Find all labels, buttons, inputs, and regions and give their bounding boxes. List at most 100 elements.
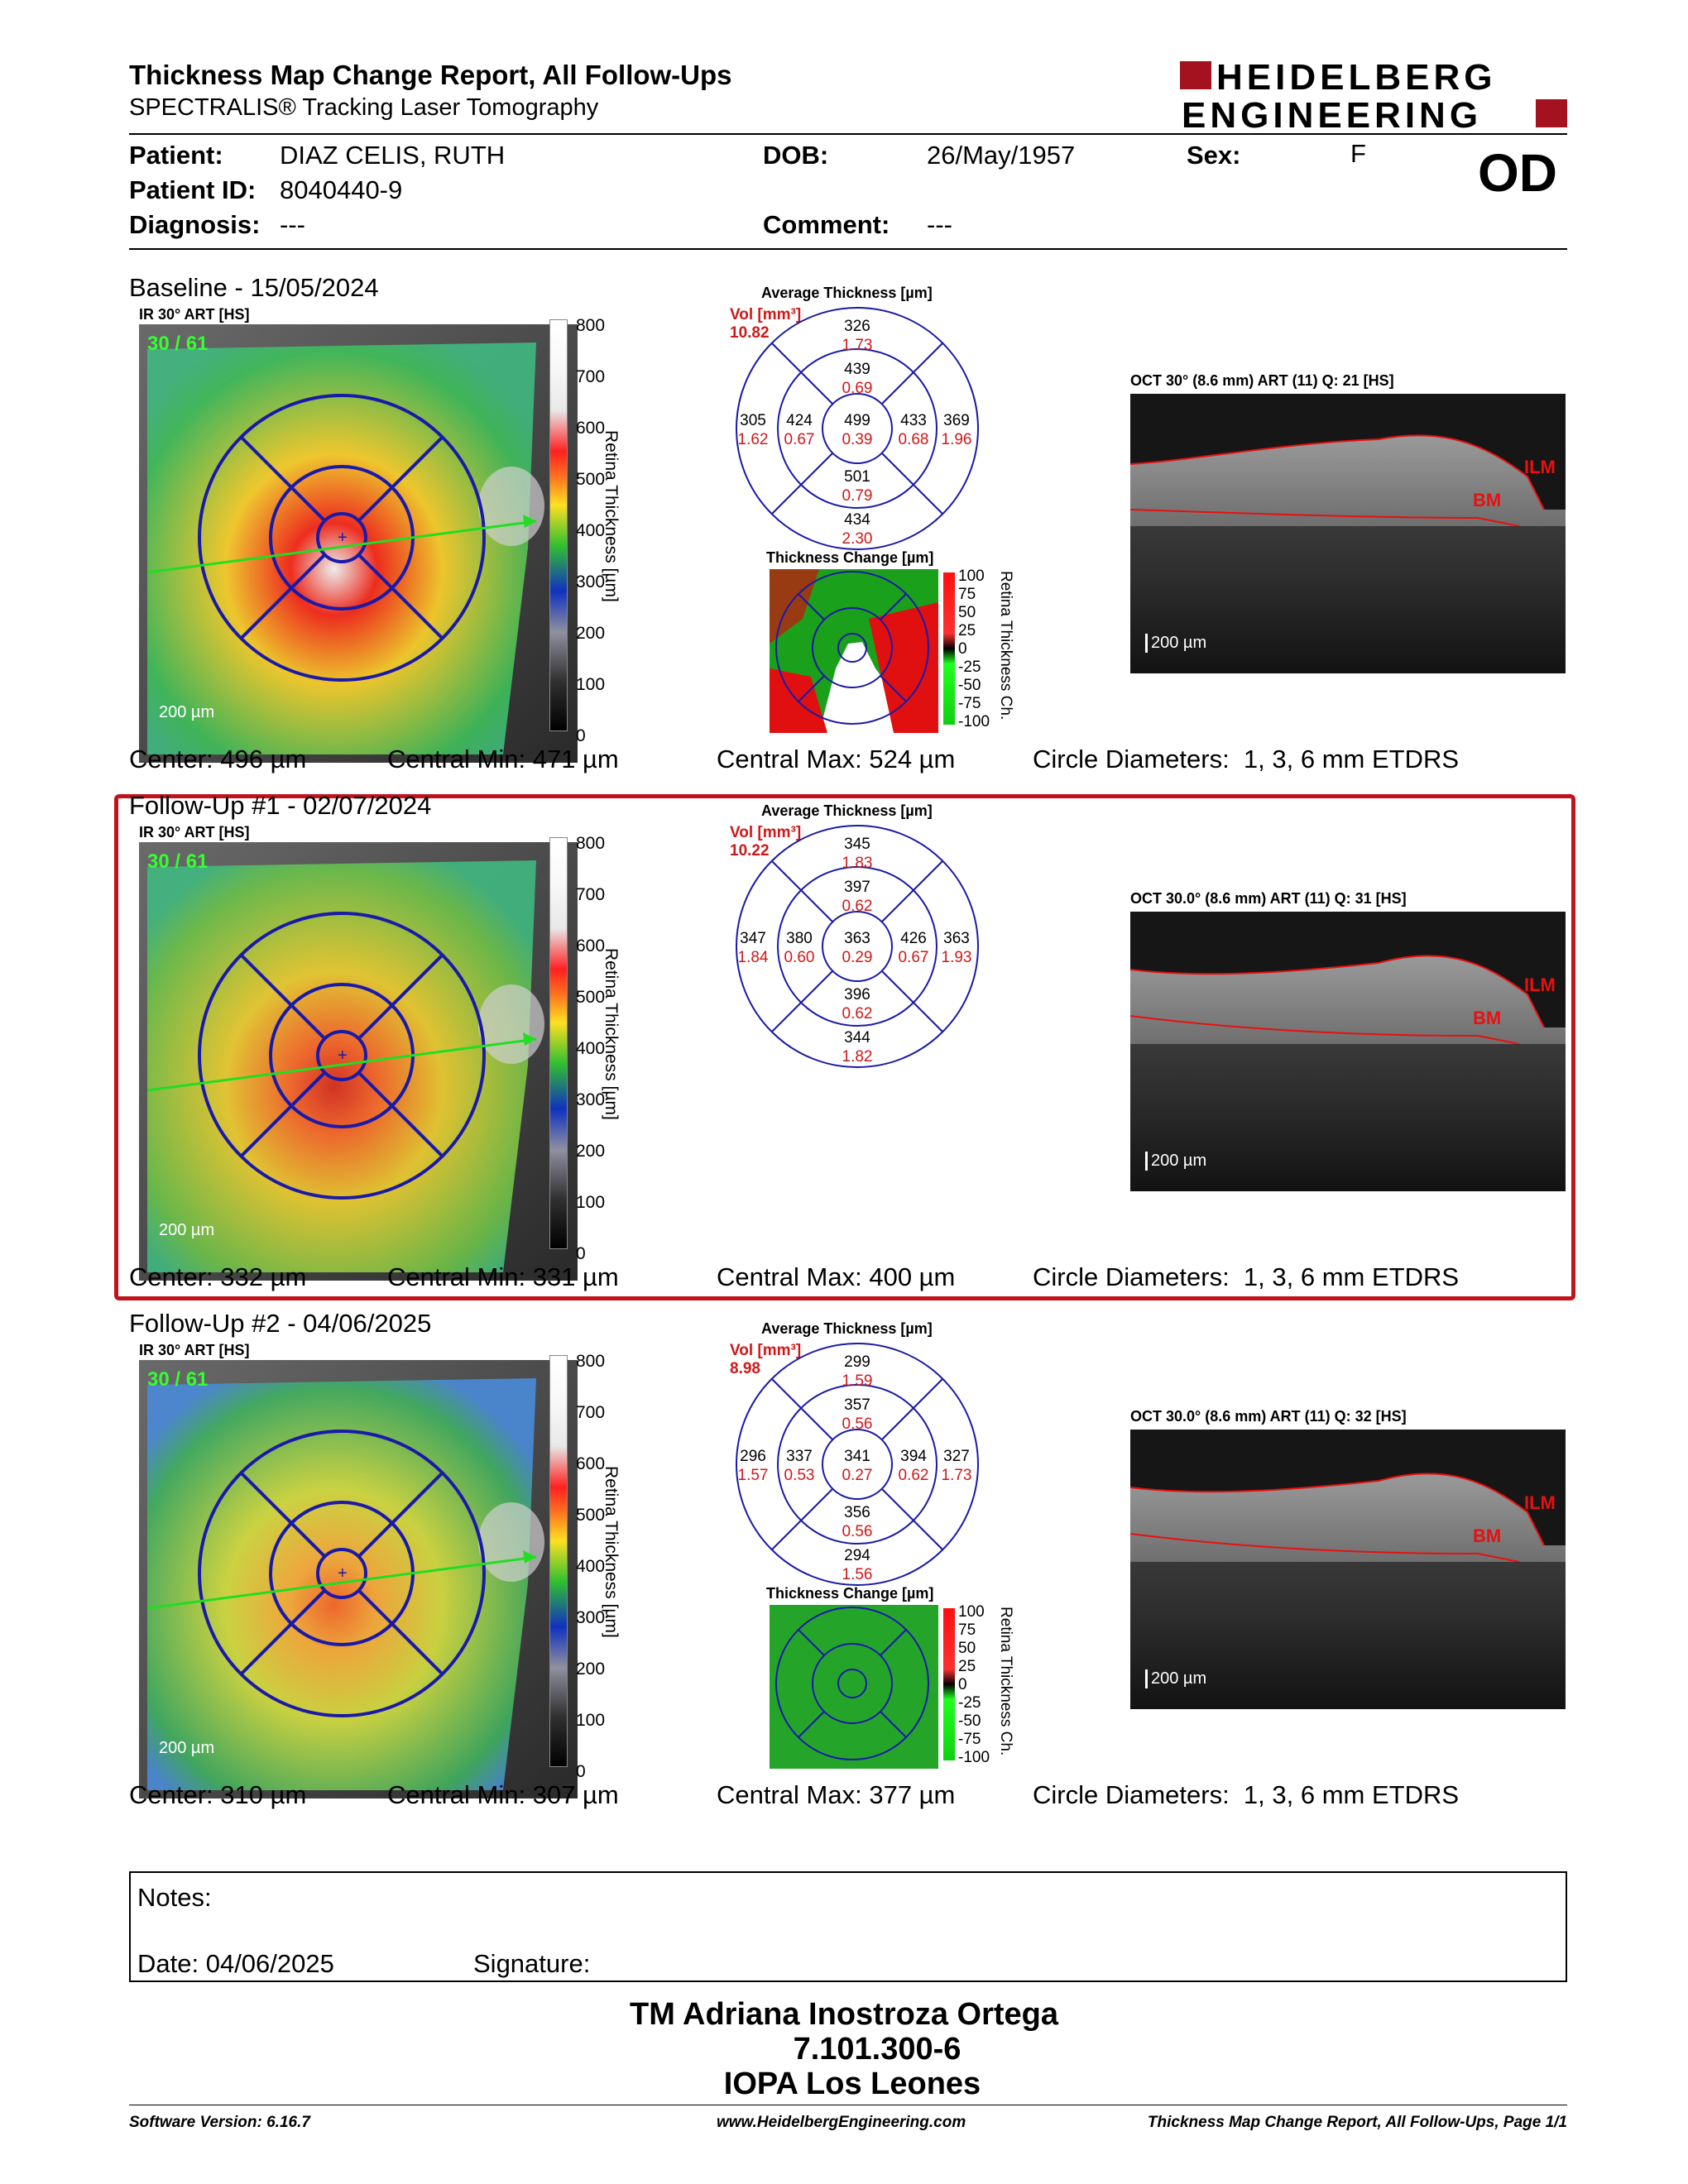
etdrs-inner-temp-volume: 0.67 [784, 431, 815, 448]
oct-scale-bar-label: 200 µm [1145, 634, 1206, 653]
etdrs-outer-temp-volume: 1.84 [737, 949, 769, 966]
circle-diameters: Circle Diameters: 1, 3, 6 mm ETDRS [1033, 1780, 1460, 1809]
etdrs-grid: 345 1.83 397 0.62 347 1.84 380 0.60 363 0.29 426 0.… [733, 822, 981, 1070]
notes-box: Notes: Date: 04/06/2025 Signature: [129, 1871, 1567, 1982]
ir-frame-counter: 30 / 61 [147, 333, 209, 355]
website-link[interactable]: www.HeidelbergEngineering.com [717, 2114, 966, 2131]
oct-label: OCT 30° (8.6 mm) ART (11) Q: 21 [HS] [1130, 372, 1394, 389]
change-colorbar-title: Retina Thickness Ch. [997, 1607, 1014, 1756]
etdrs-inner-sup-thickness: 357 [844, 1396, 870, 1414]
circle-diameters: Circle Diameters: 1, 3, 6 mm ETDRS [1033, 1262, 1460, 1291]
change-colorbar-tick: 75 [958, 586, 976, 603]
thickness-change-title: Thickness Change [µm] [766, 549, 934, 566]
avg-thickness-title: Average Thickness [µm] [761, 1320, 933, 1337]
change-colorbar-tick: -75 [958, 1731, 981, 1748]
colorbar-tick: 600 [576, 936, 606, 956]
vol-total: 10.22 [730, 842, 770, 860]
colorbar-title: Retina Thickness [µm] [602, 1466, 621, 1638]
section-title: Follow-Up #2 - 04/06/2025 [129, 1309, 432, 1338]
etdrs-outer-temp-thickness: 347 [740, 930, 766, 947]
ir-label: IR 30° ART [HS] [139, 824, 250, 841]
etdrs-grid: 299 1.59 357 0.56 296 1.57 337 0.53 341 0.27 394 0.… [733, 1340, 981, 1588]
change-colorbar-tick: 50 [958, 604, 976, 621]
avg-thickness-title: Average Thickness [µm] [761, 285, 933, 301]
change-colorbar-tick: -75 [958, 695, 981, 712]
central-min: Central Min: 471 µm [387, 745, 619, 774]
thickness-map-image: + [139, 842, 578, 1281]
etdrs-outer-nas-volume: 1.93 [941, 949, 972, 966]
oct-ilm-label: ILM [1524, 457, 1556, 477]
colorbar-tick: 400 [576, 1557, 606, 1576]
oct-ilm-label: ILM [1524, 975, 1556, 995]
section-title: Baseline - 15/05/2024 [129, 273, 379, 302]
svg-text:ENGINEERING: ENGINEERING [1182, 95, 1482, 132]
oct-bscan-image [1130, 1430, 1566, 1709]
signer-name: TM Adriana Inostroza Ortega [630, 1997, 1058, 2032]
etdrs-inner-temp-volume: 0.60 [784, 949, 815, 966]
colorbar-title: Retina Thickness [µm] [602, 948, 621, 1120]
signature-label: Signature: [473, 1949, 591, 1978]
etdrs-outer-nas-volume: 1.73 [941, 1467, 972, 1484]
thickness-change-map [770, 1605, 938, 1769]
report-subtitle: SPECTRALIS® Tracking Laser Tomography [129, 94, 599, 121]
oct-bm-label: BM [1473, 1525, 1502, 1546]
signer-org: IOPA Los Leones [723, 2067, 981, 2101]
diagnosis-label: Diagnosis: [129, 210, 261, 239]
colorbar-tick: 800 [576, 1352, 606, 1371]
oct-scale-bar-label: 200 µm [1145, 1152, 1206, 1171]
etdrs-outer-sup-thickness: 299 [844, 1353, 870, 1371]
etdrs-outer-sup-volume: 1.83 [842, 855, 873, 872]
section-1: Follow-Up #1 - 02/07/2024 IR 30° ART [HS]… [0, 791, 1688, 1304]
central-max: Central Max: 524 µm [717, 745, 956, 774]
vol-label: Vol [mm³] [730, 824, 802, 841]
etdrs-grid: 326 1.73 439 0.69 305 1.62 424 0.67 499 0.39 433 0.… [733, 304, 981, 553]
ir-label: IR 30° ART [HS] [139, 1342, 250, 1358]
etdrs-inner-nas-volume: 0.62 [898, 1467, 929, 1484]
etdrs-center-thickness: 499 [844, 412, 870, 429]
thickness-colorbar [549, 319, 568, 731]
etdrs-inner-nas-volume: 0.68 [898, 431, 929, 448]
etdrs-outer-temp-volume: 1.57 [737, 1467, 769, 1484]
patient-label: Patient: [129, 141, 223, 170]
change-colorbar-tick: 0 [958, 1676, 967, 1693]
comment-value: --- [927, 210, 952, 239]
oct-bm-label: BM [1473, 490, 1502, 510]
avg-thickness-title: Average Thickness [µm] [761, 802, 933, 819]
software-version: Software Version: 6.16.7 [129, 2114, 310, 2131]
etdrs-inner-sup-volume: 0.56 [842, 1415, 873, 1433]
center-thickness: Center: 332 µm [129, 1262, 307, 1291]
etdrs-inner-nas-thickness: 433 [900, 412, 927, 429]
colorbar-tick: 500 [576, 988, 606, 1007]
colorbar-tick: 200 [576, 624, 606, 643]
change-colorbar-tick: 0 [958, 640, 967, 658]
colorbar-tick: 500 [576, 470, 606, 489]
notes-date: Date: 04/06/2025 [137, 1949, 334, 1978]
colorbar-tick: 100 [576, 675, 606, 694]
etdrs-outer-temp-thickness: 296 [740, 1448, 766, 1465]
etdrs-outer-inf-volume: 1.82 [842, 1048, 873, 1066]
etdrs-inner-sup-thickness: 397 [844, 879, 870, 896]
colorbar-tick: 0 [576, 726, 586, 745]
etdrs-inner-inf-volume: 0.62 [842, 1005, 873, 1023]
patient-divider [129, 248, 1567, 250]
change-colorbar-tick: -25 [958, 1694, 981, 1712]
etdrs-center-thickness: 363 [844, 930, 870, 947]
etdrs-center-volume: 0.39 [842, 431, 873, 448]
colorbar-tick: 600 [576, 419, 606, 438]
signer-id: 7.101.300-6 [793, 2032, 961, 2067]
etdrs-outer-nas-thickness: 369 [943, 412, 970, 429]
etdrs-outer-nas-volume: 1.96 [941, 431, 972, 448]
etdrs-inner-inf-thickness: 501 [844, 468, 870, 486]
ir-scale-bar-label: 200 µm [159, 703, 215, 721]
circle-diameters: Circle Diameters: 1, 3, 6 mm ETDRS [1033, 745, 1460, 774]
colorbar-title: Retina Thickness [µm] [602, 430, 621, 602]
colorbar-tick: 200 [576, 1660, 606, 1679]
vol-label: Vol [mm³] [730, 306, 802, 323]
vol-label: Vol [mm³] [730, 1342, 802, 1359]
etdrs-outer-temp-volume: 1.62 [737, 431, 769, 448]
page-info: Thickness Map Change Report, All Follow-… [1147, 2114, 1567, 2131]
change-colorbar-tick: -50 [958, 1712, 981, 1730]
sex-value: F [1350, 139, 1366, 168]
thickness-change-map [770, 569, 938, 733]
thickness-map-image: + [139, 324, 578, 763]
